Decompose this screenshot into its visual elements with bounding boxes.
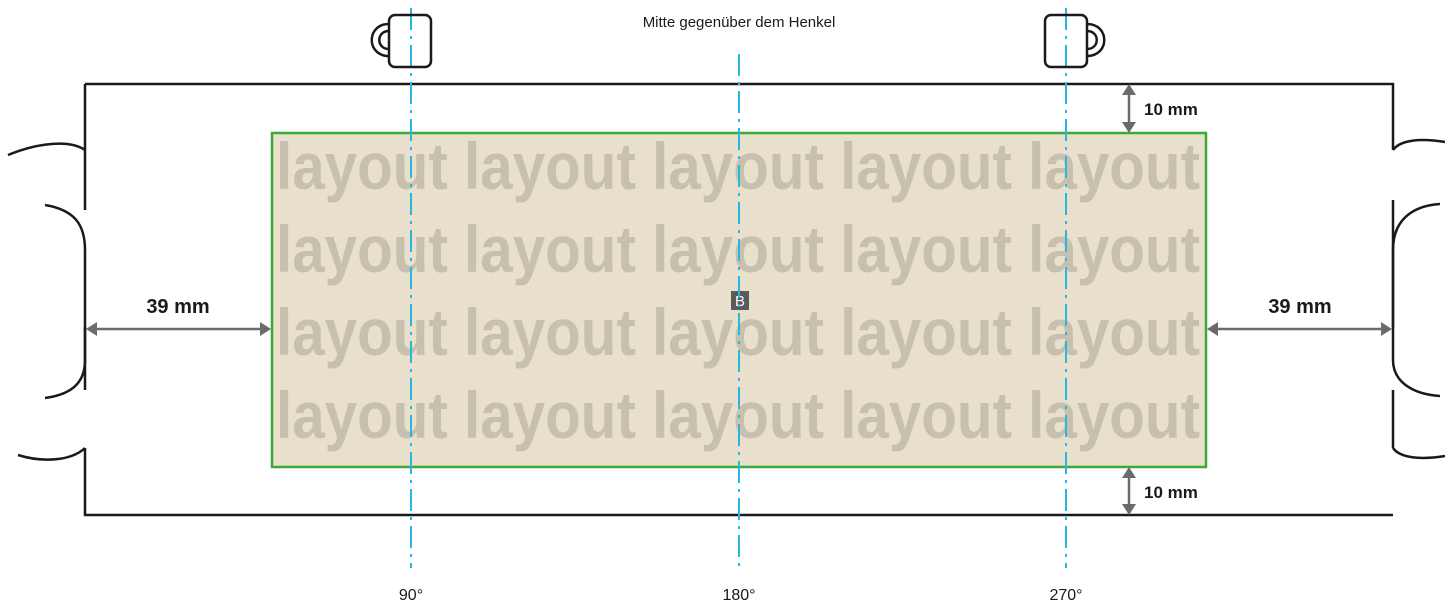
angle-label-180: 180° [722,587,755,604]
right-bracket-middle [1391,202,1441,398]
left-margin-label: 39 mm [146,296,209,318]
mug-handle-right-icon [1043,13,1106,69]
left-margin-arrow [86,322,271,336]
angle-label-270: 270° [1049,587,1082,604]
left-bracket-top [7,142,86,157]
right-bracket-top [1391,138,1446,151]
angle-label-90: 90° [399,587,423,604]
center-marker-label: B [735,293,745,310]
center-caption: Mitte gegenüber dem Henkel [643,14,836,31]
bottom-margin-arrow [1122,467,1136,515]
right-bracket-bottom [1391,447,1446,460]
bottom-margin-label: 10 mm [1144,483,1198,502]
right-margin-arrow [1207,322,1392,336]
top-margin-arrow [1122,84,1136,133]
left-bracket-bottom [17,447,86,461]
mug-handle-left-icon [370,13,433,69]
top-margin-label: 10 mm [1144,100,1198,119]
right-margin-label: 39 mm [1268,296,1331,318]
left-bracket-middle [44,203,87,400]
center-marker-box [731,291,749,310]
